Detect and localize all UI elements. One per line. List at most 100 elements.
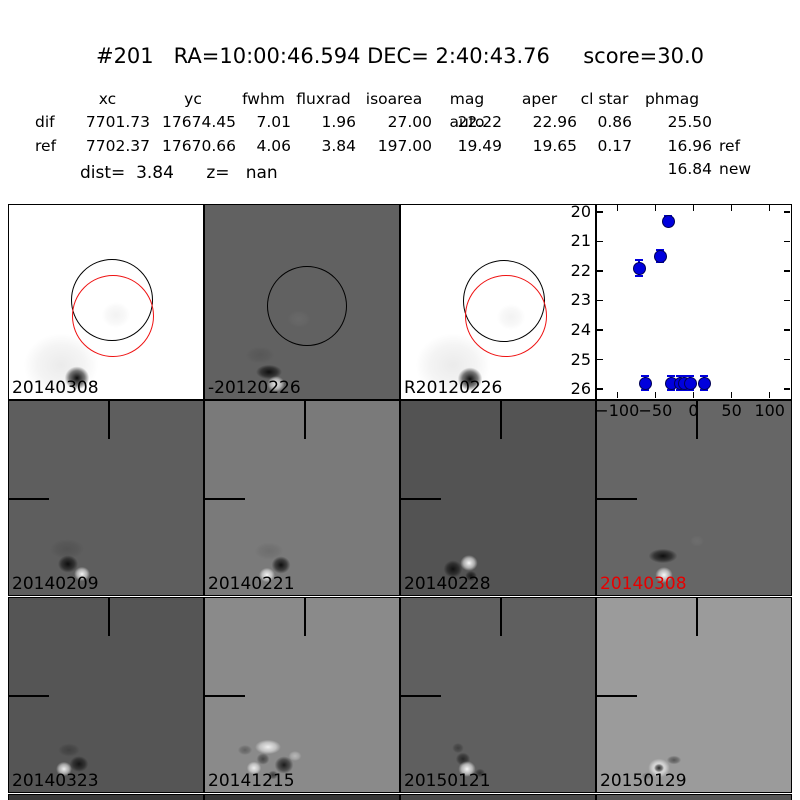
dark-source-blob xyxy=(450,741,466,755)
panel-cutout-20140209: 20140209 xyxy=(8,400,204,596)
suffix-cell xyxy=(712,111,770,134)
y-tick-label: 23 xyxy=(570,290,591,310)
crosshair-tick-horizontal xyxy=(597,498,637,500)
column-header: aper xyxy=(521,90,558,108)
crosshair-tick-horizontal xyxy=(9,498,49,500)
dark-source-blob xyxy=(643,546,683,566)
x-tick-mark xyxy=(692,392,695,398)
panel-date-label: 20140323 xyxy=(12,771,99,791)
y-tick-mark xyxy=(784,299,790,302)
panel-cutout-20141215: 20141215 xyxy=(204,597,400,793)
panel-cutout-20140308: 20140308 xyxy=(596,400,792,596)
crosshair-tick-horizontal xyxy=(205,695,245,697)
column-header: phmag xyxy=(644,90,700,108)
dark-source-blob xyxy=(254,751,272,767)
y-tick-mark xyxy=(597,358,603,361)
y-tick-label: 25 xyxy=(570,349,591,369)
y-tick-label: 21 xyxy=(570,231,591,251)
value-cell: 7702.37 xyxy=(85,136,150,155)
dark-source-blob xyxy=(664,754,684,766)
error-bar-cap xyxy=(685,389,694,392)
crosshair-tick-vertical xyxy=(108,598,110,636)
y-tick-mark xyxy=(784,211,790,213)
error-bar-cap xyxy=(680,389,689,392)
y-tick-label: 26 xyxy=(570,379,591,399)
y-tick-mark xyxy=(597,388,603,390)
dark-source-blob xyxy=(249,539,289,563)
dark-source-blob xyxy=(240,343,280,367)
value-cell: 17674.45 xyxy=(162,113,236,132)
y-tick-mark xyxy=(784,240,790,243)
y-tick-mark xyxy=(597,211,603,213)
value-cell xyxy=(502,158,577,181)
value-cell: 0.17 xyxy=(597,136,632,155)
value-cell: 3.84 xyxy=(321,136,356,155)
aperture-circle-new xyxy=(72,275,155,358)
bright-source-blob xyxy=(286,749,304,763)
y-tick-mark xyxy=(597,329,603,331)
error-bar-cap xyxy=(700,375,709,378)
table-header-row: xc yc fwhm fluxrad isoarea mag auto aper cl sta… xyxy=(35,88,770,131)
bright-source-blob xyxy=(250,737,286,757)
value-cell xyxy=(577,158,632,181)
value-cell: 1.96 xyxy=(321,113,356,132)
x-tick-mark xyxy=(654,205,657,211)
y-tick-mark xyxy=(784,358,790,361)
cutoff-panel xyxy=(596,794,792,800)
x-tick-mark xyxy=(730,205,733,211)
value-cell: 22.22 xyxy=(457,113,502,132)
data-point xyxy=(653,250,667,264)
value-cell: 22.96 xyxy=(532,113,577,132)
x-tick-mark xyxy=(692,205,695,211)
panel-date-label: 20140221 xyxy=(208,574,295,594)
value-cell xyxy=(432,158,502,181)
panel-cutout-20140228: 20140228 xyxy=(400,400,596,596)
panel-cutout-20150121: 20150121 xyxy=(400,597,596,793)
column-header: isoarea xyxy=(365,90,423,108)
value-cell: 19.49 xyxy=(457,136,502,155)
error-bar-cap xyxy=(675,375,684,378)
value-cell: 27.00 xyxy=(387,113,432,132)
y-tick-mark xyxy=(597,240,603,243)
panel-date-label: 20141215 xyxy=(208,771,295,791)
dark-source-blob xyxy=(54,552,82,576)
bright-source-blob xyxy=(457,552,481,574)
dist-redshift-line: dist= 3.84 z= nan xyxy=(80,163,278,183)
crosshair-tick-horizontal xyxy=(205,498,245,500)
photometry-table: xc yc fwhm fluxrad isoarea mag auto aper cl sta… xyxy=(35,88,770,182)
error-bar-cap xyxy=(667,375,676,378)
panel-cutout-20150129: 20150129 xyxy=(596,597,792,793)
row-label xyxy=(35,158,65,181)
panel-cutout--20120226: -20120226 xyxy=(204,204,400,400)
x-tick-mark xyxy=(730,392,733,398)
y-tick-mark xyxy=(597,270,603,272)
panel-cutout-20140323: 20140323 xyxy=(8,597,204,793)
panel-cutout-20140308: 20140308 xyxy=(8,204,204,400)
y-tick-mark xyxy=(784,270,790,272)
value-cell xyxy=(291,158,356,181)
data-point xyxy=(683,377,697,391)
panel-date-label: 20150129 xyxy=(600,771,687,791)
y-tick-label: 20 xyxy=(570,201,591,221)
crosshair-tick-vertical xyxy=(108,401,110,439)
value-cell xyxy=(356,158,432,181)
cutoff-panel xyxy=(204,794,400,800)
error-bar-cap xyxy=(640,389,649,392)
x-tick-label: −100 xyxy=(595,401,640,420)
panel-date-label: 20140308 xyxy=(12,378,99,398)
aperture-circle-ref xyxy=(267,266,348,347)
value-cell: 7.01 xyxy=(256,113,291,132)
data-point xyxy=(633,261,647,275)
error-bar-cap xyxy=(635,274,644,277)
x-tick-label: 0 xyxy=(688,401,699,420)
panel-cutout-20140221: 20140221 xyxy=(204,400,400,596)
x-tick-label: 100 xyxy=(754,401,785,420)
crosshair-tick-horizontal xyxy=(401,498,441,500)
table-row: ref 7702.37 17670.66 4.06 3.84 197.00 19.49 19.… xyxy=(35,135,770,158)
panel-date-label: 20140228 xyxy=(404,574,491,594)
value-cell: 197.00 xyxy=(377,136,432,155)
error-bar-cap xyxy=(675,389,684,392)
data-point xyxy=(698,377,712,391)
crosshair-tick-vertical xyxy=(500,598,502,636)
dark-source-blob xyxy=(54,741,84,759)
